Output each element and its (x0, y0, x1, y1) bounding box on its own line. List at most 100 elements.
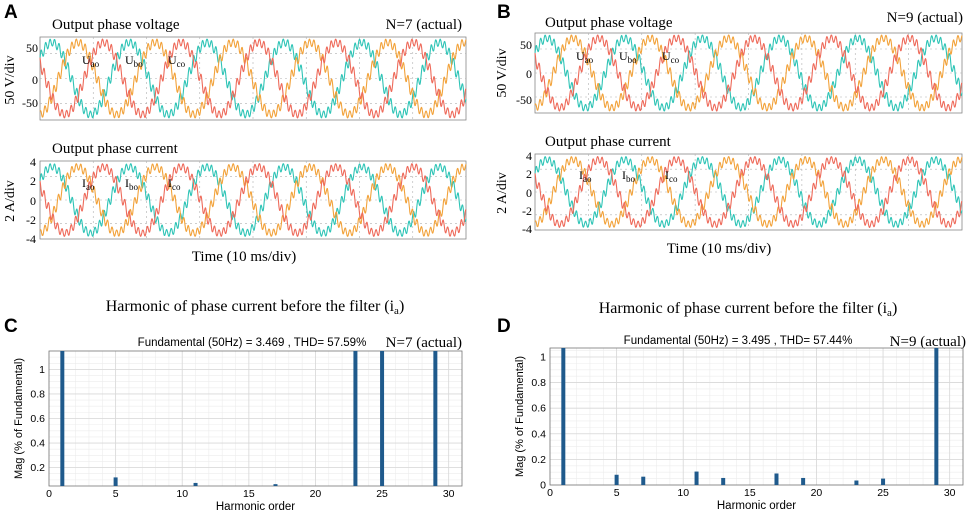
panel-b-n-label: N=9 (actual) (887, 10, 963, 26)
xtick-label: 5 (113, 488, 119, 500)
waveform-label: Ibo (622, 168, 636, 184)
xtick-label: 20 (811, 487, 823, 499)
panel-c-n-label: N=7 (actual) (386, 335, 462, 351)
ytick-label: -4 (26, 232, 36, 246)
ytick-label: -50 (516, 93, 532, 107)
bar-harmonic-19 (801, 477, 806, 485)
series-line-ibo (534, 156, 963, 228)
ytick-label: 0 (526, 186, 532, 200)
xtick-label: 15 (243, 488, 255, 500)
panel-a: A Output phase voltage N=7 (actual) 50 V… (3, 2, 467, 265)
ytick-label: 0 (32, 73, 38, 87)
ytick-label: 1 (540, 351, 546, 363)
series-line-uco (534, 34, 963, 112)
xtick-label: 25 (376, 488, 388, 500)
panel-a-voltage-ylabel: 50 V/div (3, 55, 18, 104)
bar-harmonic-29 (433, 351, 438, 486)
bar-harmonic-1 (561, 348, 566, 485)
series-line-uao (534, 34, 963, 112)
ytick-label: 0.2 (531, 454, 546, 466)
panel-b-current-title: Output phase current (545, 134, 672, 150)
ytick-label: 0.6 (531, 403, 546, 415)
bar-harmonic-1 (60, 351, 65, 486)
panel-d-title: Harmonic of phase current before the fil… (599, 300, 898, 319)
x-axis-label: Harmonic order (717, 500, 796, 512)
panel-c: C Harmonic of phase current before the f… (4, 298, 463, 513)
xtick-label: 10 (176, 488, 188, 500)
ytick-label: 4 (30, 155, 36, 169)
xtick-label: 5 (614, 487, 620, 499)
bar-harmonic-23 (854, 480, 859, 485)
ytick-label: 50 (520, 38, 532, 52)
waveform-label: Ico (168, 176, 181, 192)
ytick-label: 4 (526, 149, 532, 163)
ytick-label: 1 (39, 364, 45, 376)
bar-harmonic-25 (380, 351, 385, 486)
panel-a-voltage-title: Output phase voltage (52, 17, 180, 33)
series-line-iao (534, 156, 963, 228)
panel-b-voltage: Output phase voltage N=9 (actual) 50 V/d… (495, 10, 963, 114)
bar-harmonic-17 (774, 473, 779, 485)
waveform-label: Ubo (619, 49, 637, 65)
waveform-area (534, 33, 963, 113)
panel-c-fundamental: Fundamental (50Hz) = 3.469 , THD= 57.59% (138, 337, 367, 349)
series-line-iao (39, 163, 467, 237)
series-line-ubo (534, 34, 963, 112)
panel-a-current: Output phase current 2 A/div 4 2 0 -2 -4… (3, 141, 467, 265)
ytick-label: 0.2 (30, 462, 45, 474)
ytick-label: 2 (30, 174, 36, 188)
bar-harmonic-13 (721, 477, 726, 485)
ytick-label: 0.8 (30, 388, 45, 400)
bar-chart: 0 5 10 15 20 25 30 0 0.2 0.4 0.6 0.8 1 Harmonic order… (514, 347, 964, 512)
panel-b-voltage-ylabel: 50 V/div (495, 48, 510, 97)
waveform-area (39, 161, 467, 239)
xtick-label: 10 (677, 487, 689, 499)
xtick-label: 20 (310, 488, 322, 500)
bar-harmonic-25 (881, 478, 886, 485)
panel-a-current-ylabel: 2 A/div (3, 180, 18, 222)
panel-b: B Output phase voltage N=9 (actual) 50 V… (495, 2, 963, 257)
waveform-area (39, 37, 467, 120)
waveform-label: Iao (82, 176, 95, 192)
bar-harmonic-29 (934, 348, 939, 485)
ytick-label: -2 (26, 213, 36, 227)
series-line-ico (39, 163, 467, 237)
series-line-ibo (39, 163, 467, 237)
bar-chart: 0 5 10 15 20 25 30 0.2 0.4 0.6 0.8 1 Harmonic order M… (13, 350, 463, 513)
xtick-label: 15 (744, 487, 756, 499)
ytick-label: -2 (522, 204, 532, 218)
panel-b-current-ylabel: 2 A/div (495, 172, 510, 214)
ytick-label: 0.6 (30, 413, 45, 425)
panel-a-current-title: Output phase current (52, 141, 179, 157)
waveform-label: Uao (576, 49, 594, 65)
ytick-label: 2 (526, 167, 532, 181)
series-line-ubo (39, 38, 467, 119)
waveform-label: Ico (665, 168, 678, 184)
series-line-uao (39, 38, 467, 119)
plot-frame (549, 347, 964, 486)
ytick-label: -50 (22, 96, 38, 110)
panel-letter-a: A (4, 2, 18, 23)
panel-a-time-label: Time (10 ms/div) (192, 249, 296, 265)
panel-d: D Harmonic of phase current before the f… (497, 300, 966, 512)
series-line-ico (534, 156, 963, 228)
xtick-label: 0 (547, 487, 553, 499)
y-axis-label: Mag (% of Fundamental) (514, 356, 526, 477)
ytick-label: -4 (522, 222, 532, 236)
series-line-uco (39, 38, 467, 119)
bar-harmonic-17 (273, 484, 278, 486)
panel-c-title: Harmonic of phase current before the fil… (106, 298, 405, 317)
panel-d-n-label: N=9 (actual) (890, 334, 966, 350)
waveform-label: Ubo (125, 53, 143, 69)
ytick-label: 0.4 (30, 438, 45, 450)
bar-harmonic-5 (614, 474, 619, 485)
panel-b-time-label: Time (10 ms/div) (667, 241, 771, 257)
bar-harmonic-11 (193, 482, 198, 486)
bar-harmonic-11 (694, 471, 699, 485)
xtick-label: 30 (944, 487, 956, 499)
waveform-label: Ibo (125, 176, 139, 192)
waveform-label: Uco (662, 49, 680, 65)
panel-letter-d: D (497, 316, 511, 337)
x-axis-label: Harmonic order (216, 501, 295, 513)
ytick-label: 0.8 (531, 377, 546, 389)
